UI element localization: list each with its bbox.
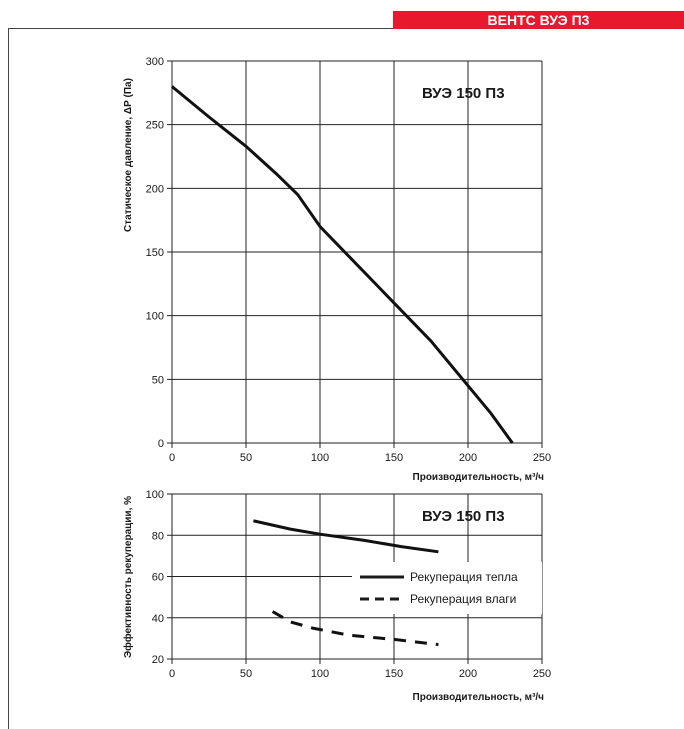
recuperation-y-tick-label: 40 — [152, 613, 164, 625]
pressure-y-tick-label: 200 — [146, 183, 164, 195]
pressure-y-tick-label: 50 — [152, 374, 164, 386]
recuperation-x-tick-label: 250 — [533, 668, 551, 680]
recuperation-y-tick-label: 80 — [152, 530, 164, 542]
recuperation-y-tick-label: 20 — [152, 654, 164, 666]
pressure-y-tick-label: 0 — [158, 438, 164, 450]
recuperation-x-tick-label: 150 — [385, 668, 403, 680]
recuperation-grid — [167, 493, 543, 664]
recuperation-x-tick-label: 100 — [311, 668, 329, 680]
pressure-y-tick-label: 150 — [146, 247, 164, 259]
pressure-x-tick-label: 100 — [311, 452, 329, 464]
frame-top-border — [8, 28, 684, 29]
legend: Рекуперация тепла Рекуперация влаги — [360, 570, 518, 606]
recuperation-chart-title: ВУЭ 150 П3 — [422, 508, 505, 525]
recuperation-x-tick-labels: 0 50 100 150 200 250 — [169, 668, 551, 680]
header-title: ВЕНТС ВУЭ П3 — [487, 12, 590, 28]
recuperation-y-tick-label: 100 — [146, 489, 164, 501]
recuperation-series-line-1 — [271, 610, 439, 647]
pressure-chart: 0 50 100 150 200 250 0 50 100 150 200 250 300 ВУЭ 1… — [123, 56, 551, 483]
legend-label-heat: Рекуперация тепла — [410, 570, 518, 584]
header-badge: ВЕНТС ВУЭ П3 — [393, 11, 684, 29]
pressure-x-tick-labels: 0 50 100 150 200 250 — [169, 452, 551, 464]
pressure-chart-title: ВУЭ 150 П3 — [422, 85, 505, 102]
frame-left-border — [8, 28, 9, 729]
pressure-y-tick-label: 100 — [146, 311, 164, 323]
recuperation-y-tick-label: 60 — [152, 572, 164, 584]
recuperation-x-axis-label: Производительность, м³/ч — [413, 692, 545, 703]
legend-background — [352, 562, 542, 614]
recuperation-x-tick-label: 0 — [169, 668, 175, 680]
pressure-x-tick-label: 250 — [533, 452, 551, 464]
pressure-x-tick-label: 0 — [169, 452, 175, 464]
pressure-series — [171, 85, 514, 444]
recuperation-series — [253, 519, 439, 647]
pressure-x-tick-label: 150 — [385, 452, 403, 464]
pressure-grid — [167, 60, 543, 448]
recuperation-x-tick-label: 50 — [240, 668, 252, 680]
recuperation-x-tick-label: 200 — [459, 668, 477, 680]
pressure-x-tick-label: 200 — [459, 452, 477, 464]
pressure-y-tick-labels: 0 50 100 150 200 250 300 — [146, 56, 164, 450]
recuperation-y-axis-label: Эффективность рекуперации, % — [122, 496, 134, 658]
pressure-x-tick-label: 50 — [240, 452, 252, 464]
pressure-y-tick-label: 250 — [146, 120, 164, 132]
pressure-y-tick-label: 300 — [146, 56, 164, 68]
recuperation-series-line-0 — [253, 519, 439, 554]
pressure-series-line-0 — [171, 85, 514, 444]
recuperation-y-tick-labels: 20 40 60 80 100 — [146, 489, 164, 666]
pressure-y-axis-label: Статическое давление, ΔР (Па) — [123, 78, 134, 232]
recuperation-chart: 0 50 100 150 200 250 20 40 60 80 100 ВУЭ 150 П3 П… — [122, 489, 551, 703]
pressure-x-axis-label: Производительность, м³/ч — [413, 472, 545, 483]
legend-label-moisture: Рекуперация влаги — [410, 592, 516, 606]
